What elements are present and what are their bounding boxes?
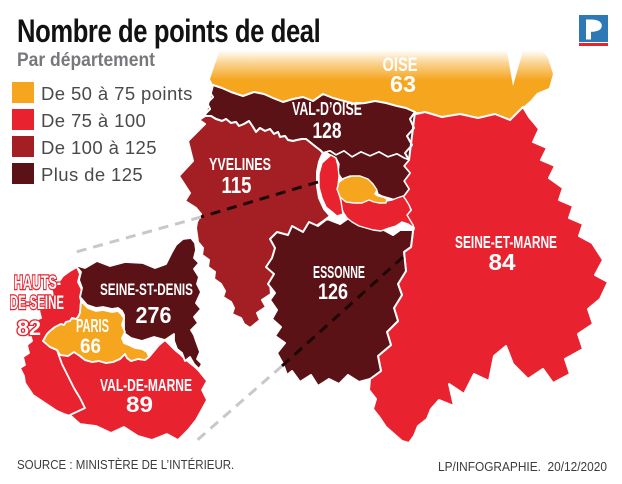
svg-text:HAUTS-: HAUTS- bbox=[14, 273, 61, 294]
svg-text:SEINE-ST-DENIS: SEINE-ST-DENIS bbox=[100, 280, 193, 299]
svg-text:PARIS: PARIS bbox=[76, 316, 109, 336]
svg-text:SEINE-ET-MARNE: SEINE-ET-MARNE bbox=[455, 232, 557, 252]
svg-text:82: 82 bbox=[17, 317, 41, 340]
svg-text:ESSONNE: ESSONNE bbox=[313, 262, 365, 282]
svg-text:VAL-DE-MARNE: VAL-DE-MARNE bbox=[100, 375, 192, 395]
svg-text:YVELINES: YVELINES bbox=[209, 154, 271, 174]
svg-text:126: 126 bbox=[318, 279, 348, 304]
svg-text:128: 128 bbox=[313, 118, 342, 143]
svg-text:66: 66 bbox=[80, 335, 101, 358]
svg-text:DE-SEINE: DE-SEINE bbox=[10, 293, 64, 314]
svg-text:63: 63 bbox=[390, 71, 416, 97]
svg-text:89: 89 bbox=[126, 392, 153, 417]
svg-text:VAL-D’OISE: VAL-D’OISE bbox=[292, 99, 362, 119]
svg-text:276: 276 bbox=[136, 302, 172, 328]
svg-text:84: 84 bbox=[489, 249, 516, 275]
svg-text:OISE: OISE bbox=[383, 55, 418, 76]
svg-text:115: 115 bbox=[222, 172, 252, 198]
